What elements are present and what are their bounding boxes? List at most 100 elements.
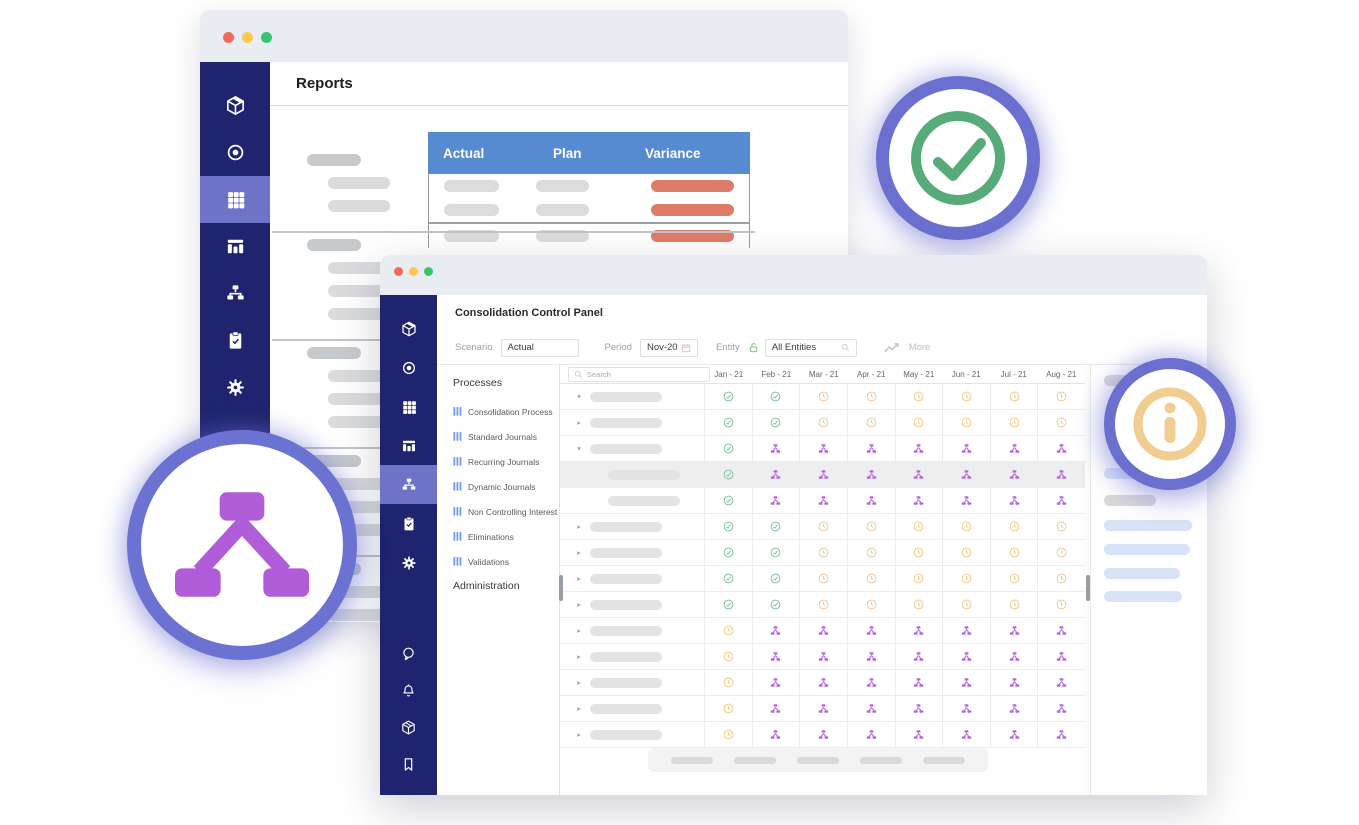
process-item[interactable]: Eliminations [453, 524, 559, 549]
grid-row[interactable]: ▾ [560, 384, 1085, 410]
status-cell-hier[interactable] [1038, 618, 1085, 643]
status-cell-clock[interactable] [943, 410, 991, 435]
status-cell-hier[interactable] [848, 618, 896, 643]
pagination-pill[interactable] [671, 756, 713, 764]
status-cell-hier[interactable] [991, 696, 1039, 721]
status-cell-hier[interactable] [943, 696, 991, 721]
status-cell-clock[interactable] [943, 540, 991, 565]
status-cell-hier[interactable] [800, 722, 848, 747]
status-cell-clock[interactable] [896, 566, 944, 591]
status-cell-hier[interactable] [848, 670, 896, 695]
sidebar-item-cube[interactable] [200, 82, 270, 129]
status-cell-hier[interactable] [800, 462, 848, 487]
status-cell-hier[interactable] [753, 462, 801, 487]
expand-arrow-icon[interactable]: ▸ [577, 574, 581, 583]
sidebar-item-target[interactable] [200, 129, 270, 176]
status-cell-clock[interactable] [800, 410, 848, 435]
row-name-cell[interactable]: ▾ [560, 384, 705, 409]
sidebar-item-chat[interactable] [380, 635, 437, 672]
status-cell-clock[interactable] [800, 514, 848, 539]
row-name-cell[interactable]: ▸ [560, 696, 705, 721]
status-cell-clock[interactable] [705, 670, 753, 695]
status-cell-clock[interactable] [943, 514, 991, 539]
collapse-arrow-icon[interactable]: ▾ [577, 392, 581, 401]
grid-row[interactable]: ▸ [560, 514, 1085, 540]
status-cell-clock[interactable] [991, 540, 1039, 565]
row-name-cell[interactable]: ▸ [560, 566, 705, 591]
expand-arrow-icon[interactable]: ▸ [577, 600, 581, 609]
status-cell-check[interactable] [705, 540, 753, 565]
status-cell-check[interactable] [705, 384, 753, 409]
status-cell-hier[interactable] [753, 488, 801, 513]
pagination-bar[interactable] [648, 748, 988, 772]
grid-row[interactable]: ▾ [560, 436, 1085, 462]
status-cell-clock[interactable] [705, 722, 753, 747]
status-cell-clock[interactable] [848, 592, 896, 617]
unlock-icon[interactable] [748, 342, 759, 353]
status-cell-hier[interactable] [800, 696, 848, 721]
row-name-cell[interactable] [560, 488, 705, 513]
status-cell-clock[interactable] [800, 592, 848, 617]
status-cell-hier[interactable] [753, 436, 801, 461]
expand-arrow-icon[interactable]: ▸ [577, 626, 581, 635]
row-name-cell[interactable] [560, 462, 705, 487]
status-cell-clock[interactable] [848, 566, 896, 591]
expand-arrow-icon[interactable]: ▸ [577, 678, 581, 687]
sidebar-item-bookmark[interactable] [380, 746, 437, 783]
status-cell-check[interactable] [705, 462, 753, 487]
trend-icon[interactable] [883, 341, 901, 354]
grid-row[interactable]: ▸ [560, 592, 1085, 618]
status-cell-clock[interactable] [991, 514, 1039, 539]
entity-input[interactable]: All Entities [764, 338, 857, 357]
process-item[interactable]: Validations [453, 549, 559, 574]
sidebar-item-columns[interactable] [200, 223, 270, 270]
traffic-light-zoom[interactable] [261, 32, 272, 43]
status-cell-check[interactable] [705, 436, 753, 461]
status-cell-clock[interactable] [896, 514, 944, 539]
row-name-cell[interactable]: ▸ [560, 540, 705, 565]
status-cell-hier[interactable] [1038, 722, 1085, 747]
status-cell-clock[interactable] [800, 566, 848, 591]
expand-arrow-icon[interactable]: ▸ [577, 652, 581, 661]
grid-row[interactable]: ▸ [560, 618, 1085, 644]
status-cell-clock[interactable] [943, 384, 991, 409]
expand-arrow-icon[interactable]: ▸ [577, 730, 581, 739]
status-cell-hier[interactable] [848, 488, 896, 513]
status-cell-clock[interactable] [1038, 592, 1085, 617]
status-cell-hier[interactable] [1038, 670, 1085, 695]
status-cell-hier[interactable] [896, 696, 944, 721]
traffic-light-zoom[interactable] [424, 267, 433, 276]
sidebar-item-clipboard[interactable] [200, 317, 270, 364]
status-cell-hier[interactable] [991, 488, 1039, 513]
status-cell-hier[interactable] [991, 722, 1039, 747]
period-input[interactable]: Nov-20 [639, 338, 698, 357]
row-name-cell[interactable]: ▸ [560, 670, 705, 695]
status-cell-hier[interactable] [1038, 644, 1085, 669]
status-cell-hier[interactable] [800, 670, 848, 695]
status-cell-check[interactable] [705, 514, 753, 539]
status-cell-clock[interactable] [1038, 514, 1085, 539]
sidebar-item-grid[interactable] [200, 176, 270, 223]
grid-row[interactable] [560, 488, 1085, 514]
status-cell-hier[interactable] [753, 670, 801, 695]
status-cell-hier[interactable] [753, 644, 801, 669]
pagination-pill[interactable] [923, 756, 965, 764]
status-cell-hier[interactable] [848, 462, 896, 487]
sidebar-item-grid[interactable] [380, 387, 437, 426]
status-cell-clock[interactable] [800, 384, 848, 409]
status-cell-clock[interactable] [991, 592, 1039, 617]
status-cell-clock[interactable] [896, 592, 944, 617]
status-cell-hier[interactable] [896, 462, 944, 487]
row-name-cell[interactable]: ▸ [560, 514, 705, 539]
scenario-input[interactable]: Actual [500, 338, 579, 357]
expand-arrow-icon[interactable]: ▸ [577, 418, 581, 427]
status-cell-hier[interactable] [753, 618, 801, 643]
status-cell-clock[interactable] [896, 410, 944, 435]
status-cell-hier[interactable] [896, 488, 944, 513]
status-cell-hier[interactable] [943, 436, 991, 461]
pagination-pill[interactable] [860, 756, 902, 764]
administration-section-title[interactable]: Administration [453, 580, 520, 592]
sidebar-item-hierarchy[interactable] [380, 465, 437, 504]
status-cell-clock[interactable] [1038, 566, 1085, 591]
status-cell-clock[interactable] [848, 410, 896, 435]
